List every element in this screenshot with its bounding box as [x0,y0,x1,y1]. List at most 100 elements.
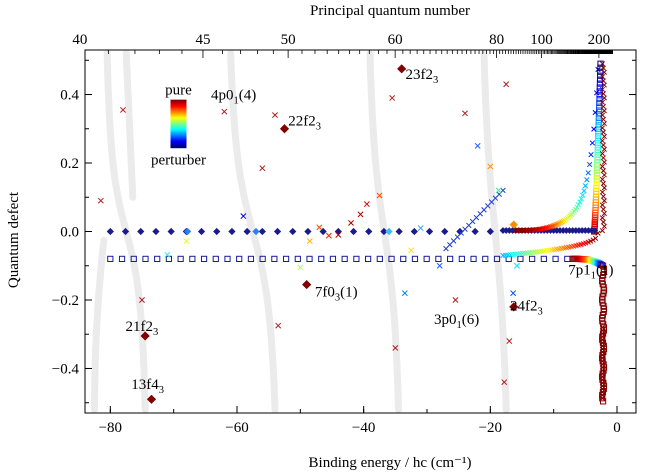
tail-mark [600,155,606,161]
annotation-label: 7p11(1) [568,262,613,281]
square-mark [540,255,547,262]
perturber-curve-4 [480,50,510,413]
colorbar-segment [170,117,187,120]
annotation-main: 7f0 [315,285,335,301]
top-tick-label: 40 [72,32,87,48]
annotation-label: 4p01(4) [211,88,256,107]
curve-mark [588,152,594,158]
resonance-diamond [397,64,407,74]
colorbar-segment [170,102,187,104]
diamond-mark [425,227,434,236]
square-mark [595,125,602,132]
x-mark [183,238,190,245]
x-mark [401,290,408,297]
colorbar-segment [170,99,187,102]
curve-mark [553,222,559,228]
tail-mark [601,121,607,127]
annotation-main: 3p0 [434,312,457,328]
diamond-mark [197,227,206,236]
annotation-subscript: 3 [316,121,321,132]
diamond-mark [273,227,282,236]
curve-mark [584,177,590,183]
square-mark [329,255,337,262]
square-mark [200,255,208,262]
square-mark [594,156,601,164]
annotation-label: 23f23 [405,67,438,86]
annotation-subscript: 3 [537,306,542,317]
tail-mark [601,82,607,88]
colorbar-segment [170,142,187,145]
curve-mark [586,161,593,168]
square-mark [341,255,348,262]
colorbar-segment [170,105,187,108]
square-mark [594,160,601,167]
x-tick-label: −80 [99,420,122,436]
diamond-mark [304,227,312,236]
annotation-subscript: 3 [159,385,164,396]
diamond-mark [380,227,388,236]
colorbar-segment [170,104,187,107]
square-mark [594,150,601,157]
square-mark [142,255,149,262]
tail-mark [599,61,605,67]
colorbar-segment [170,126,187,128]
tail-mark [601,223,607,229]
square-mark [365,255,372,262]
diamond-mark [137,227,145,236]
diamond-mark [486,227,494,236]
x-mark [506,338,513,345]
colorbar-segment [170,134,187,137]
diamond-mark [258,227,266,236]
curve-mark [593,90,600,96]
tail-mark [599,151,605,157]
y-tick-label: −0.4 [52,361,80,377]
square-mark [596,107,603,114]
colorbar-segment [170,118,187,121]
tail-mark [599,73,605,80]
diamond-mark [319,227,327,236]
x-mark [376,192,383,199]
tail-mark [601,159,607,165]
x-mark [357,211,364,218]
square-mark [400,255,407,262]
square-mark [388,255,395,262]
square-mark [596,103,603,110]
square-mark [595,122,602,129]
x-mark [392,344,399,351]
tail-mark [600,168,606,174]
square-mark [130,255,137,262]
top-tick-label: 80 [489,32,504,48]
x-mark [389,94,396,101]
colorbar-segment [170,141,187,144]
x-tick-label: −40 [352,420,375,436]
square-mark [259,255,266,262]
colorbar-segment [170,145,187,148]
x-mark [335,231,342,238]
x-mark [240,213,247,220]
square-mark [107,255,114,262]
square-mark [594,146,601,154]
top-tick-label: 50 [281,32,296,48]
square-mark [118,255,126,262]
tail-mark [599,86,605,92]
annotation-subscript: 3 [153,327,158,338]
annotation-main: 24f2 [510,298,538,314]
square-mark [595,129,602,136]
x-mark [503,81,510,88]
tail-mark [599,228,605,234]
square-mark [493,255,501,262]
top-tick-label: 100 [530,32,553,48]
colorbar-segment [170,109,187,112]
square-mark [376,255,383,262]
colorbar-segment [170,140,187,143]
tail-mark [601,185,607,191]
annotation-main: 23f2 [405,67,433,83]
colorbar-segment [170,146,187,149]
x-tick-label: −20 [479,420,502,436]
annotation-label: 21f23 [126,319,159,338]
x-mark [487,163,494,170]
colorbar-segment [170,108,187,110]
diamond-mark [410,227,418,236]
x-mark [316,224,323,231]
